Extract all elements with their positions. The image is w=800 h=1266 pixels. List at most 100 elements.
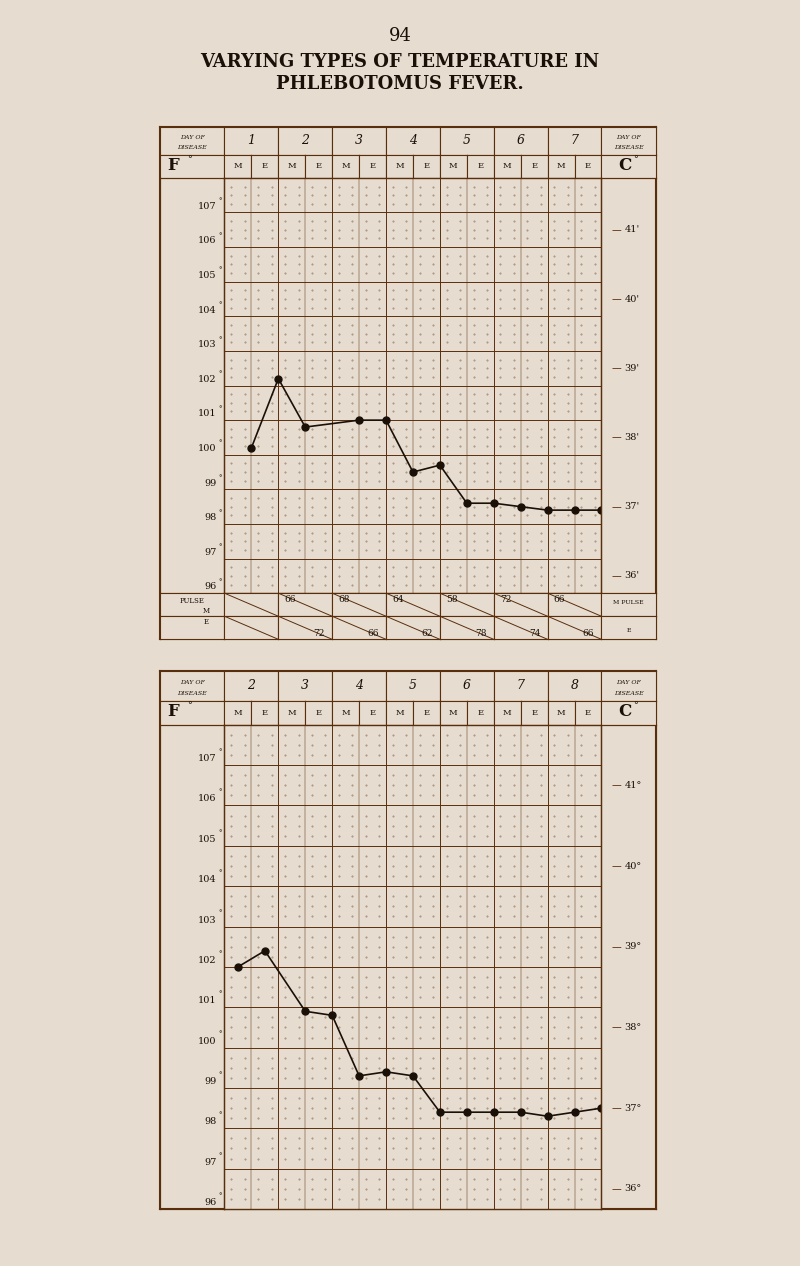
Text: E: E: [585, 162, 591, 171]
Text: —: —: [611, 1023, 621, 1033]
Text: 4: 4: [409, 134, 417, 147]
Text: °: °: [218, 789, 222, 796]
Text: M: M: [287, 709, 296, 717]
Text: 98: 98: [205, 1118, 217, 1127]
Text: °: °: [218, 405, 222, 413]
Text: E: E: [316, 162, 322, 171]
Text: 97: 97: [204, 548, 217, 557]
Text: 94: 94: [389, 27, 411, 44]
Text: M: M: [203, 608, 210, 615]
Text: 7: 7: [570, 134, 578, 147]
Text: 3: 3: [355, 134, 363, 147]
Text: 4: 4: [355, 680, 363, 693]
Text: VARYING TYPES OF TEMPERATURE IN: VARYING TYPES OF TEMPERATURE IN: [200, 53, 600, 71]
Text: 41': 41': [624, 225, 640, 234]
Text: M: M: [342, 709, 350, 717]
Text: —: —: [611, 861, 621, 871]
Text: 3: 3: [302, 680, 310, 693]
Text: E: E: [423, 162, 430, 171]
Text: °: °: [218, 509, 222, 517]
Text: —: —: [611, 571, 621, 581]
Text: °: °: [218, 990, 222, 999]
Text: 6: 6: [517, 134, 525, 147]
Text: 36': 36': [624, 571, 639, 580]
Text: E: E: [585, 709, 591, 717]
Text: 72: 72: [314, 629, 325, 638]
Text: 66: 66: [285, 595, 296, 604]
Text: M: M: [503, 709, 511, 717]
Text: 102: 102: [198, 375, 217, 384]
Text: 105: 105: [198, 271, 217, 280]
Text: —: —: [611, 780, 621, 790]
Text: F: F: [168, 157, 179, 173]
Text: 66: 66: [554, 595, 565, 604]
Text: °: °: [218, 197, 222, 205]
Text: C: C: [618, 703, 631, 720]
Text: —: —: [611, 942, 621, 952]
Text: °: °: [633, 156, 638, 165]
Text: DISEASE: DISEASE: [614, 691, 643, 696]
Text: °: °: [218, 1112, 222, 1119]
Text: E: E: [370, 162, 376, 171]
Text: °: °: [218, 829, 222, 837]
Text: °: °: [218, 910, 222, 918]
Text: °: °: [218, 579, 222, 586]
Text: 97: 97: [204, 1157, 217, 1167]
Text: 40': 40': [624, 295, 639, 304]
Text: DAY OF: DAY OF: [616, 134, 641, 139]
Text: E: E: [262, 709, 268, 717]
Text: 2: 2: [302, 134, 310, 147]
Text: E: E: [478, 709, 483, 717]
Text: 39°: 39°: [624, 942, 642, 951]
Text: M: M: [342, 162, 350, 171]
Text: 103: 103: [198, 341, 217, 349]
Text: 62: 62: [422, 629, 433, 638]
Text: 100: 100: [198, 1037, 217, 1046]
Text: M: M: [557, 162, 566, 171]
Text: E: E: [626, 628, 631, 633]
Text: 39': 39': [624, 363, 639, 372]
Text: E: E: [370, 709, 376, 717]
Text: F: F: [168, 703, 179, 720]
Text: E: E: [531, 709, 537, 717]
Text: 36°: 36°: [624, 1185, 642, 1194]
Text: 101: 101: [198, 409, 217, 418]
Text: 1: 1: [247, 134, 255, 147]
Text: 99: 99: [205, 479, 217, 487]
Text: 8: 8: [570, 680, 578, 693]
Text: PHLEBOTOMUS FEVER.: PHLEBOTOMUS FEVER.: [276, 75, 524, 92]
Text: C: C: [618, 157, 631, 173]
Text: E: E: [262, 162, 268, 171]
Text: °: °: [218, 439, 222, 448]
Text: 101: 101: [198, 996, 217, 1005]
Text: M: M: [395, 162, 404, 171]
Text: 99: 99: [205, 1077, 217, 1086]
Text: 98: 98: [205, 513, 217, 523]
Text: 107: 107: [198, 755, 217, 763]
Text: E: E: [478, 162, 483, 171]
Text: —: —: [611, 294, 621, 304]
Text: 68: 68: [338, 595, 350, 604]
Text: °: °: [218, 1071, 222, 1079]
Text: °: °: [218, 335, 222, 344]
Text: 5: 5: [463, 134, 471, 147]
Text: DAY OF: DAY OF: [180, 680, 205, 685]
Text: 5: 5: [409, 680, 417, 693]
Text: E: E: [423, 709, 430, 717]
Text: M: M: [503, 162, 511, 171]
Text: 58: 58: [446, 595, 458, 604]
Text: M: M: [395, 709, 404, 717]
Text: °: °: [218, 1152, 222, 1160]
Text: 72: 72: [500, 595, 511, 604]
Text: 102: 102: [198, 956, 217, 965]
Text: °: °: [218, 748, 222, 756]
Text: 107: 107: [198, 201, 217, 210]
Text: DISEASE: DISEASE: [178, 691, 207, 696]
Text: M: M: [557, 709, 566, 717]
Text: °: °: [187, 156, 192, 165]
Text: 96: 96: [205, 1198, 217, 1206]
Text: 96: 96: [205, 582, 217, 591]
Text: M: M: [287, 162, 296, 171]
Text: 37': 37': [624, 503, 640, 511]
Text: M: M: [449, 709, 458, 717]
